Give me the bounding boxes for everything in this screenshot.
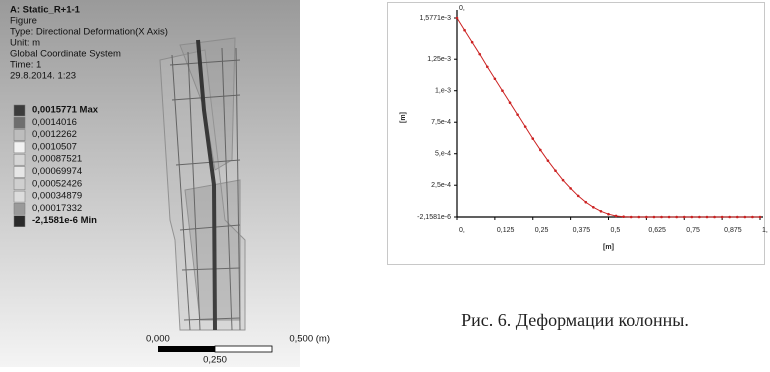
y-tick-label: 1,5771e-3 [419,15,451,22]
point [759,216,762,219]
y-tick-label: 2,5e-4 [431,182,451,189]
legend-swatch [14,167,25,178]
point [653,216,656,219]
legend-label: 0,0012262 [32,129,77,140]
scale-label: 0,500 (m) [289,334,330,345]
header-line: Type: Directional Deformation(X Axis) [10,27,168,38]
point [706,216,709,219]
point [721,216,724,219]
legend-label: 0,00069974 [32,166,82,177]
legend-label: 0,0014016 [32,117,77,128]
point [531,137,534,140]
legend-swatch [14,179,25,190]
legend-label: 0,0010507 [32,141,77,152]
point [736,216,739,219]
point [607,213,610,216]
header-line: Time: 1 [10,60,41,71]
annotation: 0, [459,5,465,12]
legend-label: 0,0015771 Max [32,105,99,116]
legend-swatch [14,142,25,153]
legend-swatch [14,216,25,227]
point [751,216,754,219]
y-tick-label: 5,e-4 [435,151,451,158]
legend-label: 0,00052426 [32,178,82,189]
point [501,89,504,92]
point [539,149,542,152]
point [524,125,527,128]
scale-bar [158,346,215,352]
point [600,210,603,213]
header-line: Figure [10,16,37,27]
x-tick-label: 0,5 [611,227,621,234]
x-tick-label: 0,875 [724,227,742,234]
chart-frame [388,3,765,265]
point [509,101,512,104]
x-tick-label: 0,625 [648,227,666,234]
legend-label: 0,00087521 [32,154,82,165]
point [675,216,678,219]
legend-swatch [14,130,25,141]
point [691,216,694,219]
header-line: 29.8.2014. 1:23 [10,71,76,82]
figure: 0,000 0,500 (m) 0,250 Рис. 6. Деформации… [0,0,770,367]
caption: Рис. 6. Деформации колонны. [461,310,689,330]
point [630,216,633,219]
point [547,159,550,162]
x-tick-label: 0,75 [686,227,700,234]
x-axis-label: [m] [603,244,614,251]
point [592,206,595,209]
legend-swatch [14,203,25,214]
point [478,53,481,56]
point [645,216,648,219]
point [456,17,459,20]
legend-label: -2,1581e-6 Min [32,215,97,226]
legend-swatch [14,105,25,116]
point [683,216,686,219]
point [615,215,618,218]
point [713,216,716,219]
scale-bar [215,346,272,352]
legend-label: 0,00017332 [32,203,82,214]
x-tick-label: 0,125 [497,227,515,234]
x-tick-label: 0,25 [535,227,549,234]
point [516,113,519,116]
x-tick-label: 0,375 [573,227,591,234]
point [471,41,474,44]
y-tick-label: 1,e-3 [435,88,451,95]
point [577,195,580,198]
point [622,215,625,218]
scale-label: 0,000 [146,334,170,345]
point [698,216,701,219]
y-axis-label: [m] [400,112,407,123]
legend-swatch [14,154,25,165]
point [668,216,671,219]
point [486,65,489,68]
point [584,201,587,204]
header-line: Global Coordinate System [10,49,121,60]
x-tick-label: 1, [762,227,768,234]
y-tick-label: 1,25e-3 [427,56,451,63]
point [554,169,557,172]
point [562,179,565,182]
page: 0,000 0,500 (m) 0,250 Рис. 6. Деформации… [0,0,770,367]
header-line: Unit: m [10,38,40,49]
y-tick-label: 7,5e-4 [431,119,451,126]
legend-label: 0,00034879 [32,191,82,202]
x-tick-label: 0, [459,227,465,234]
legend-swatch [14,191,25,202]
point [494,77,497,80]
point [463,29,466,32]
point [638,216,641,219]
y-tick-label: -2,1581e-6 [417,214,451,221]
legend-swatch [14,117,25,128]
point [569,187,572,190]
scale-label: 0,250 [203,355,227,366]
point [728,216,731,219]
header-line: A: Static_R+1-1 [10,5,81,16]
point [660,216,663,219]
point [744,216,747,219]
